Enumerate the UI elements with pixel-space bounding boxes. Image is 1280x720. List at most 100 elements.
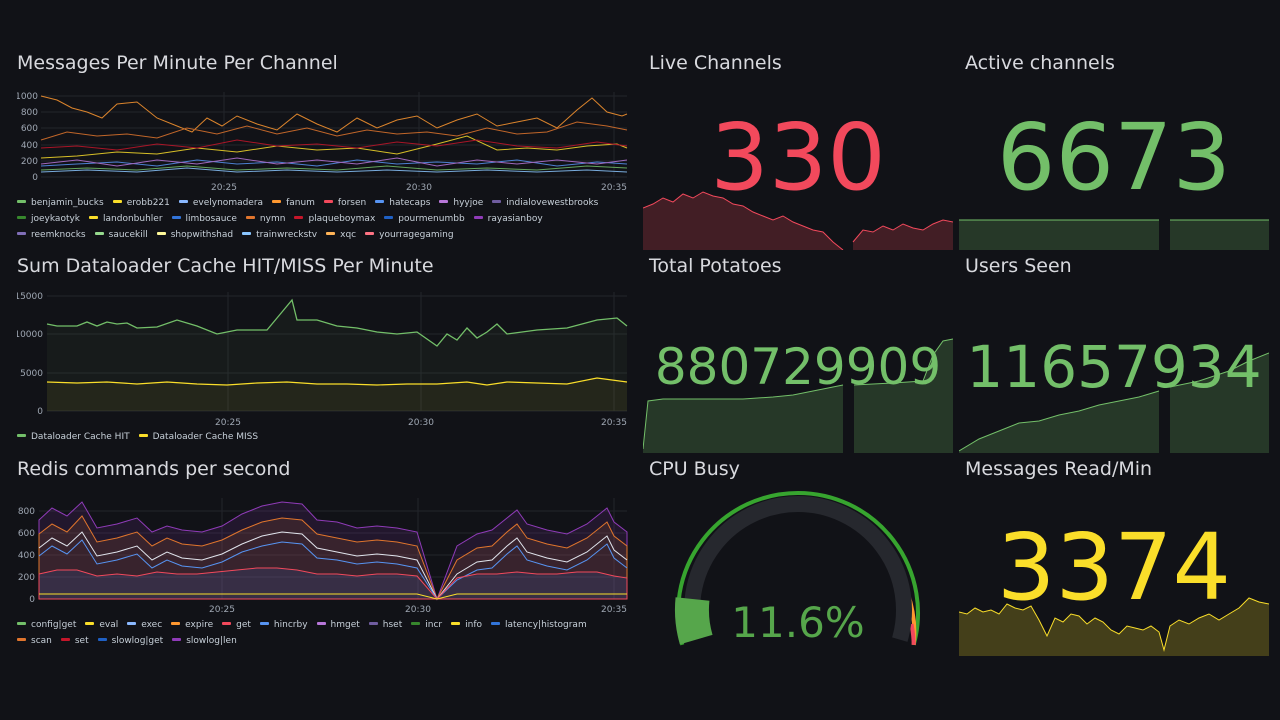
legend-swatch xyxy=(439,200,449,203)
legend-item[interactable]: eval xyxy=(85,617,118,633)
x-tick: 20:30 xyxy=(406,183,432,193)
messages-per-minute-panel: Messages Per Minute Per Channel 1000 800… xyxy=(17,52,629,248)
legend-swatch xyxy=(451,622,461,625)
cpu-busy-gauge xyxy=(674,491,920,646)
legend-swatch xyxy=(245,216,255,219)
legend-item[interactable]: yourragegaming xyxy=(365,227,454,243)
panel-title: Messages Read/Min xyxy=(965,458,1153,480)
live-channels-panel: Live Channels 330 xyxy=(643,52,953,250)
legend-item[interactable]: rayasianboy xyxy=(473,211,543,227)
legend-item[interactable]: evelynomadera xyxy=(178,195,263,211)
y-tick: 5000 xyxy=(20,369,43,379)
legend-item[interactable]: get xyxy=(222,617,251,633)
legend-item[interactable]: expire xyxy=(171,617,213,633)
legend-item[interactable]: limbosauce xyxy=(171,211,237,227)
gauge-threshold-ring xyxy=(676,491,920,646)
legend-label: shopwithshad xyxy=(170,230,234,240)
legend-item[interactable]: hset xyxy=(368,617,402,633)
legend-item[interactable]: pourmenumbb xyxy=(384,211,465,227)
legend-label: landonbuhler xyxy=(103,214,163,224)
messages-read-sparkline xyxy=(959,597,1269,656)
legend-label: hatecaps xyxy=(389,198,431,208)
legend-item[interactable]: incr xyxy=(411,617,442,633)
legend-label: limbosauce xyxy=(185,214,237,224)
legend-item[interactable]: saucekill xyxy=(94,227,148,243)
users-seen-sparkline xyxy=(959,352,1269,453)
legend-swatch xyxy=(17,622,26,625)
legend-item[interactable]: hmget xyxy=(316,617,360,633)
legend-swatch xyxy=(492,200,502,203)
legend-item[interactable]: forsen xyxy=(323,195,367,211)
legend-item[interactable]: set xyxy=(60,633,89,649)
legend-label: forsen xyxy=(337,198,367,208)
expire-area xyxy=(38,515,628,601)
series-line-hatecaps xyxy=(40,159,628,167)
legend-swatch xyxy=(384,216,394,219)
redis-legend: config|get eval exec expire get hincrby hmget h… xyxy=(17,617,629,649)
legend-label: hyyjoe xyxy=(453,198,484,208)
legend-item[interactable]: xqc xyxy=(326,227,356,243)
legend-item[interactable]: hyyjoe xyxy=(439,195,483,211)
legend-label: trainwreckstv xyxy=(256,230,318,240)
x-tick: 20:30 xyxy=(408,418,434,428)
total-potatoes-value: 880729909 xyxy=(654,338,942,396)
legend-item[interactable]: trainwreckstv xyxy=(242,227,317,243)
legend-swatch xyxy=(259,622,269,625)
legend-swatch xyxy=(94,232,104,235)
redis-chart[interactable]: 800 600 400 200 0 20:25 20:30 20:35 xyxy=(17,494,629,619)
legend-item[interactable]: shopwithshad xyxy=(156,227,234,243)
legend-item[interactable]: indialovewestbrooks xyxy=(492,195,598,211)
legend-item[interactable]: nymn xyxy=(245,211,285,227)
gauge-track xyxy=(684,496,912,642)
legend-label: rayasianboy xyxy=(487,214,543,224)
legend-swatch xyxy=(17,434,26,437)
active-channels-value: 6673 xyxy=(996,104,1232,211)
legend-item[interactable]: exec xyxy=(127,617,162,633)
live-channels-sparkline xyxy=(643,191,953,250)
legend-swatch xyxy=(294,216,304,219)
legend-swatch xyxy=(222,622,232,625)
panel-title: CPU Busy xyxy=(649,458,740,480)
live-channels-value: 330 xyxy=(710,104,886,211)
legend-item[interactable]: reemknocks xyxy=(17,227,86,243)
panel-title: Active channels xyxy=(965,52,1115,74)
legend-item[interactable]: fanum xyxy=(272,195,315,211)
legend-item[interactable]: slowlog|get xyxy=(97,633,163,649)
cache-chart[interactable]: 15000 10000 5000 0 20:25 20:30 20:35 xyxy=(17,288,629,428)
legend-label: get xyxy=(236,620,251,630)
legend-item[interactable]: slowlog|len xyxy=(172,633,237,649)
legend-item[interactable]: erobb221 xyxy=(112,195,170,211)
y-tick: 600 xyxy=(18,529,35,539)
get-area xyxy=(38,567,628,600)
y-tick: 800 xyxy=(21,108,38,118)
legend-item[interactable]: landonbuhler xyxy=(89,211,163,227)
legend-label: reemknocks xyxy=(31,230,86,240)
legend-label: erobb221 xyxy=(126,198,170,208)
legend-item[interactable]: hincrby xyxy=(259,617,308,633)
miss-line xyxy=(46,377,628,386)
legend-item[interactable]: plaqueboymax xyxy=(294,211,375,227)
legend-swatch xyxy=(242,232,252,235)
legend-item[interactable]: hatecaps xyxy=(375,195,430,211)
legend-item[interactable]: config|get xyxy=(17,617,76,633)
legend-swatch xyxy=(89,216,99,219)
messages-chart[interactable]: 1000 800 600 400 200 0 20:25 20:30 20:35 xyxy=(17,88,629,198)
legend-label: fanum xyxy=(286,198,315,208)
legend-swatch xyxy=(138,434,148,437)
panel-title: Live Channels xyxy=(649,52,782,74)
cpu-busy-panel: CPU Busy 11.6% xyxy=(643,458,953,658)
legend-swatch xyxy=(272,200,282,203)
messages-read-value: 3374 xyxy=(996,514,1232,621)
legend-item[interactable]: scan xyxy=(17,633,52,649)
miss-area xyxy=(47,378,627,411)
x-tick: 20:25 xyxy=(215,418,241,428)
legend-label: latency|histogram xyxy=(505,620,587,630)
legend-item[interactable]: joeykaotyk xyxy=(17,211,80,227)
legend-item[interactable]: Dataloader Cache MISS xyxy=(138,429,258,445)
legend-item[interactable]: benjamin_bucks xyxy=(17,195,104,211)
legend-item[interactable]: Dataloader Cache HIT xyxy=(17,429,130,445)
legend-swatch xyxy=(172,638,182,641)
legend-item[interactable]: info xyxy=(451,617,482,633)
legend-item[interactable]: latency|histogram xyxy=(491,617,587,633)
legend-label: xqc xyxy=(340,230,357,240)
